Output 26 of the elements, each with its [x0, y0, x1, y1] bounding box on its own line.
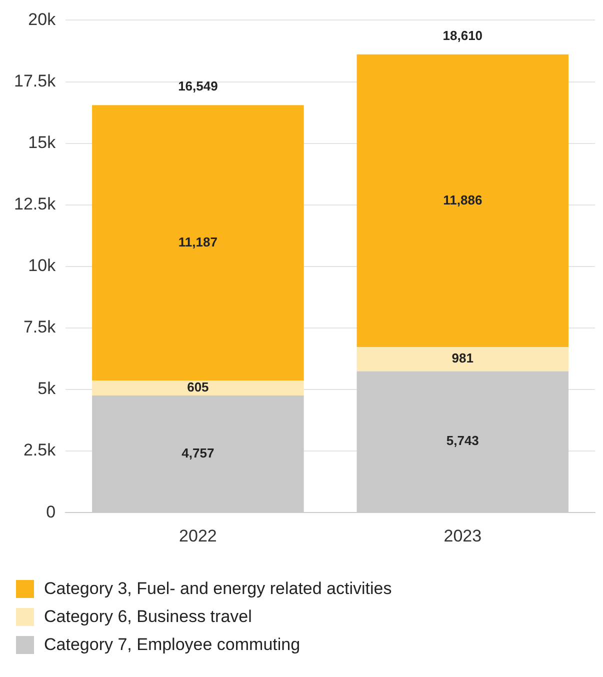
data-label: 11,187: [178, 234, 218, 250]
y-tick-label: 5k: [38, 379, 56, 398]
bar: [356, 54, 569, 348]
x-tick-label: 2023: [444, 526, 482, 546]
legend-label: Category 6, Business travel: [44, 607, 252, 627]
legend-label: Category 3, Fuel- and energy related activities: [44, 579, 392, 599]
y-tick-label: 0: [46, 502, 56, 522]
y-tick-label: 7.5k: [23, 318, 56, 337]
y-tick-label: 2.5k: [23, 440, 56, 460]
y-tick-label: 20k: [28, 10, 56, 29]
bar: [92, 380, 304, 396]
data-label: 5,743: [446, 433, 479, 448]
x-tick-label: 2022: [179, 526, 217, 546]
total-label: 18,610: [442, 28, 483, 43]
bar: [356, 347, 569, 372]
total-label: 16,549: [178, 78, 218, 94]
bar: [92, 105, 304, 381]
data-label: 11,886: [443, 192, 482, 208]
y-tick-label: 10k: [28, 256, 56, 276]
y-tick-label: 17.5k: [14, 71, 56, 90]
data-label: 605: [187, 380, 209, 395]
data-label: 4,757: [182, 445, 214, 460]
data-label: 981: [452, 350, 474, 366]
legend-label: Category 7, Employee commuting: [44, 635, 300, 655]
y-tick-label: 12.5k: [14, 194, 56, 214]
y-tick-label: 15k: [28, 132, 56, 152]
